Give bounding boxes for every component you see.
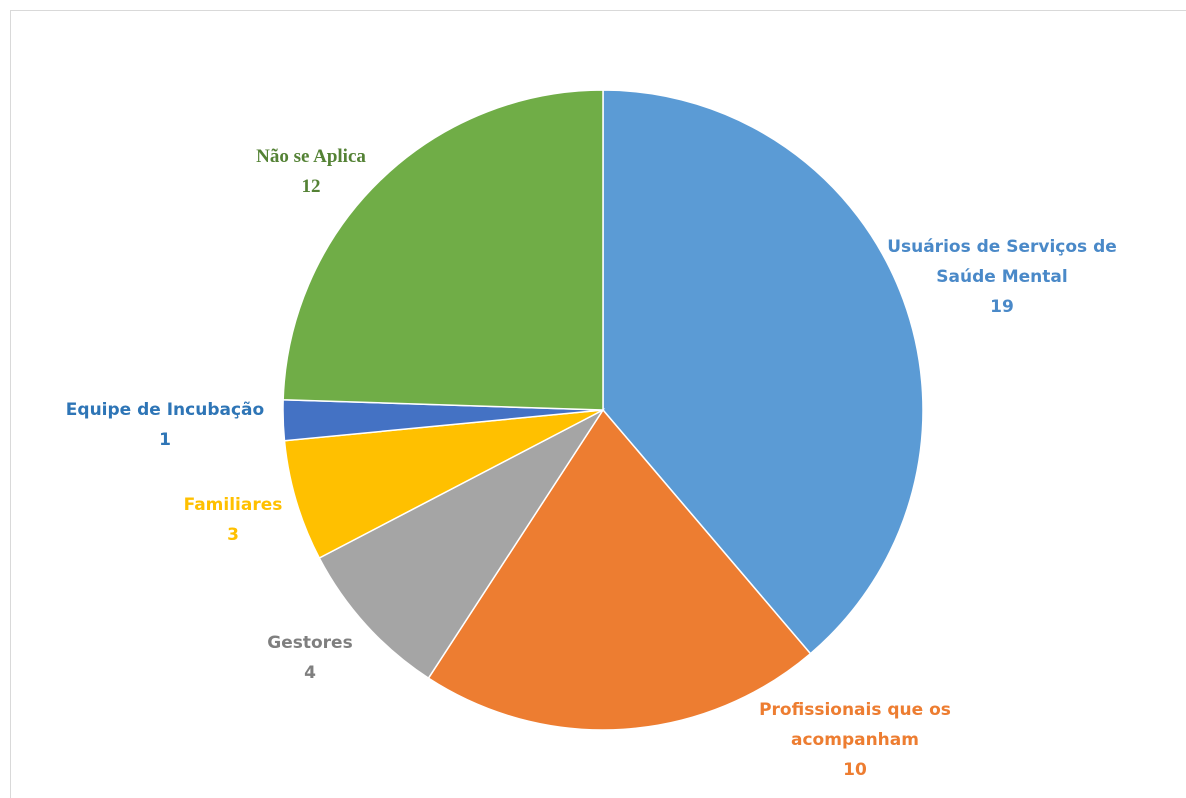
slice-name: Familiares: [183, 495, 283, 515]
slice-value: 19: [990, 297, 1014, 317]
slice-value: 3: [227, 525, 239, 545]
chart-frame: [10, 10, 1186, 798]
slice-label: Usuários de Serviços de Saúde Mental 19: [887, 232, 1117, 322]
slice-label: Não se Aplica 12: [211, 142, 411, 202]
slice-name: Usuários de Serviços de Saúde Mental: [887, 237, 1117, 287]
slice-name: Equipe de Incubação: [65, 400, 265, 420]
slice-name: Não se Aplica: [256, 146, 366, 167]
slice-label: Profissionais que os acompanham 10: [735, 695, 975, 785]
slice-value: 10: [843, 760, 867, 780]
slice-name: Gestores: [267, 633, 353, 653]
slice-value: 12: [301, 176, 321, 197]
pie-slice: [283, 409, 604, 560]
slice-name: Profissionais que os acompanham: [759, 700, 951, 750]
pie-slice: [427, 408, 812, 731]
pie-slice: [318, 408, 606, 680]
slice-label: Gestores 4: [250, 628, 370, 688]
pie-slice: [602, 89, 924, 655]
slice-value: 1: [159, 430, 171, 450]
slice-label: Equipe de Incubação 1: [45, 395, 285, 455]
pie-slice: [282, 89, 604, 411]
slice-label: Familiares 3: [163, 490, 303, 550]
slice-value: 4: [304, 663, 316, 683]
